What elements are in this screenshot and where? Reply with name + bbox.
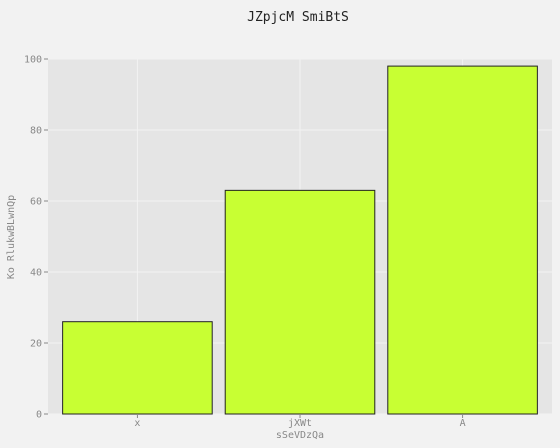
y-tick-label: 20 (30, 339, 42, 350)
y-axis-label: Ko RlukwBLwnQp (6, 195, 17, 279)
bars (62, 65, 538, 415)
y-tick-label: 40 (30, 268, 42, 279)
x-tick-label: x (134, 418, 140, 429)
y-axis-ticks: 0 20 40 60 80 100 (24, 55, 48, 421)
x-tick-label: A (460, 418, 466, 429)
x-axis-label: sSeVDzQa (276, 430, 324, 441)
bar-A (387, 65, 538, 415)
x-tick-label: jXWt (288, 418, 312, 429)
y-tick-label: 100 (24, 55, 42, 66)
y-tick-label: 80 (30, 126, 42, 137)
bar-jXWt (224, 189, 376, 415)
y-tick-label: 0 (36, 410, 42, 421)
chart-title: JZpjcM SmiBtS (247, 10, 349, 25)
x-axis-ticks: x jXWt A (134, 414, 466, 429)
bar-x (62, 321, 213, 415)
y-tick-label: 60 (30, 197, 42, 208)
